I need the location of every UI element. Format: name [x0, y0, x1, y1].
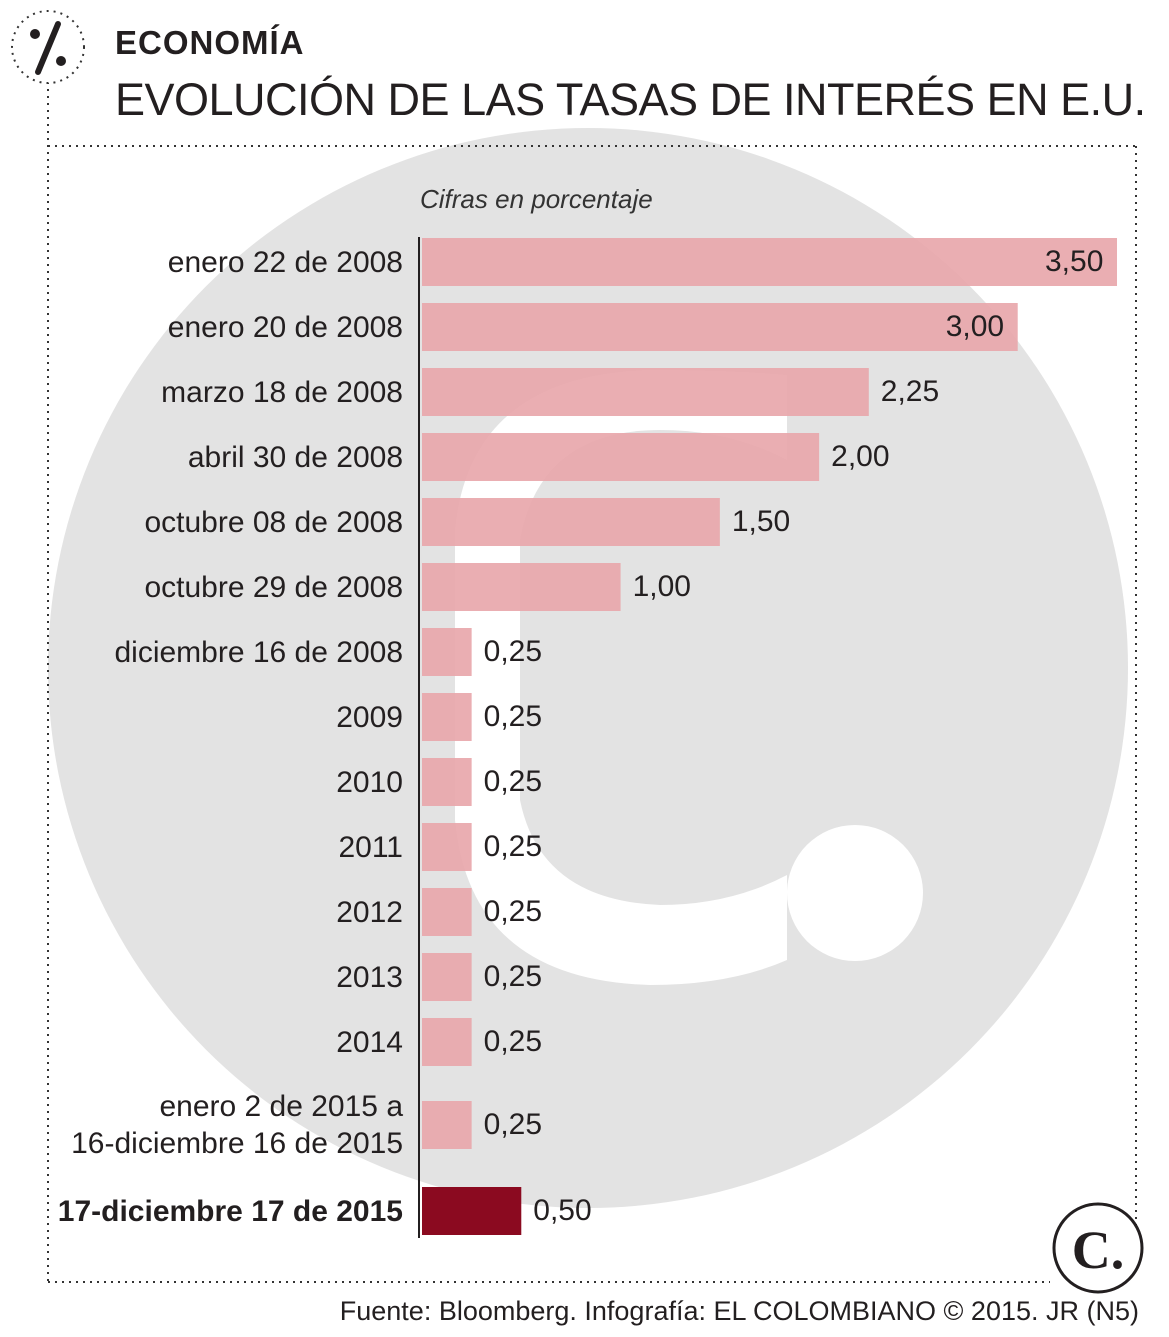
bar-0: [422, 238, 1117, 286]
category-label: enero 2 de 2015 a 16-diciembre 16 de 2015: [71, 1088, 403, 1162]
bar-value-label: 0,25: [483, 1108, 543, 1141]
category-label-line: 16-diciembre 16 de 2015: [71, 1127, 403, 1160]
category-label: diciembre 16 de 2008: [114, 634, 403, 671]
category-label-line: diciembre 16 de 2008: [114, 635, 403, 669]
bar-value-label: 0,25: [483, 830, 543, 863]
category-label: 17-diciembre 17 de 2015: [58, 1193, 403, 1230]
bar-13: [422, 1101, 472, 1149]
bar-8: [422, 758, 472, 806]
category-label-line: enero 20 de 2008: [167, 310, 403, 344]
bar-11: [422, 953, 472, 1001]
category-label-line: octubre 08 de 2008: [144, 505, 403, 539]
bar-4: [422, 498, 720, 546]
bar-7: [422, 693, 472, 741]
el-colombiano-logo: C.: [1052, 1202, 1144, 1294]
bar-value-label: 3,00: [945, 310, 1005, 343]
bar-value-label: 2,00: [831, 440, 890, 473]
bar-2: [422, 368, 869, 416]
category-label-line: 2013: [336, 960, 403, 994]
category-label: 2013: [336, 959, 403, 996]
bar-5: [422, 563, 621, 611]
bar-value-label: 1,00: [632, 570, 691, 603]
category-label: 2011: [338, 829, 403, 866]
category-label: abril 30 de 2008: [188, 439, 403, 476]
bar-value-label: 0,25: [483, 895, 543, 928]
bar-value-label: 0,25: [483, 700, 543, 733]
dotted-frame: [47, 82, 1137, 1283]
category-label-line: 2009: [336, 700, 403, 734]
category-label-line: marzo 18 de 2008: [161, 375, 403, 409]
category-label-line: octubre 29 de 2008: [144, 570, 403, 604]
category-label-line: 2010: [336, 765, 403, 799]
bar-10: [422, 888, 472, 936]
bar-value-label: 0,25: [483, 765, 543, 798]
category-label-line: 2012: [336, 895, 403, 929]
bar-12: [422, 1018, 472, 1066]
percent-icon: [11, 10, 85, 84]
bar-value-label: 0,25: [483, 960, 543, 993]
category-label: octubre 29 de 2008: [144, 569, 403, 606]
bar-value-label: 1,50: [731, 505, 791, 538]
chart-subtitle: Cifras en porcentaje: [420, 184, 653, 214]
category-label: 2010: [336, 764, 403, 801]
category-label: octubre 08 de 2008: [144, 504, 403, 541]
category-label-line: 2014: [336, 1025, 403, 1059]
category-label: enero 20 de 2008: [168, 309, 403, 346]
category-label-line: enero 2 de 2015 a: [159, 1090, 403, 1123]
category-label: marzo 18 de 2008: [161, 374, 403, 411]
source-credit: Fuente: Bloomberg. Infografía: EL COLOMB…: [339, 1296, 1139, 1326]
page-title: EVOLUCIÓN DE LAS TASAS DE INTERÉS EN E.U…: [115, 74, 1146, 125]
bar-value-label: 0,25: [483, 1025, 543, 1058]
svg-text:C.: C.: [1072, 1220, 1125, 1280]
bar-14: [422, 1187, 522, 1235]
bar-value-label: 0,25: [483, 635, 543, 668]
section-label: ECONOMÍA: [115, 24, 305, 61]
category-label-line: 17-diciembre 17 de 2015: [57, 1194, 403, 1228]
category-label: 2009: [336, 699, 403, 736]
bar-6: [422, 628, 472, 676]
bar-3: [422, 433, 820, 481]
bar-9: [422, 823, 472, 871]
bar-value-label: 2,25: [880, 375, 940, 408]
category-label-line: abril 30 de 2008: [187, 440, 403, 474]
bar-1: [422, 303, 1018, 351]
bar-value-label: 3,50: [1045, 245, 1104, 278]
category-label: 2014: [336, 1024, 403, 1061]
category-label: 2012: [336, 894, 403, 931]
category-label: enero 22 de 2008: [168, 244, 403, 281]
category-label-line: 2011: [338, 830, 403, 864]
bar-value-label: 0,50: [533, 1194, 592, 1227]
bars-group: [422, 238, 1117, 1235]
category-label-line: enero 22 de 2008: [167, 245, 403, 279]
